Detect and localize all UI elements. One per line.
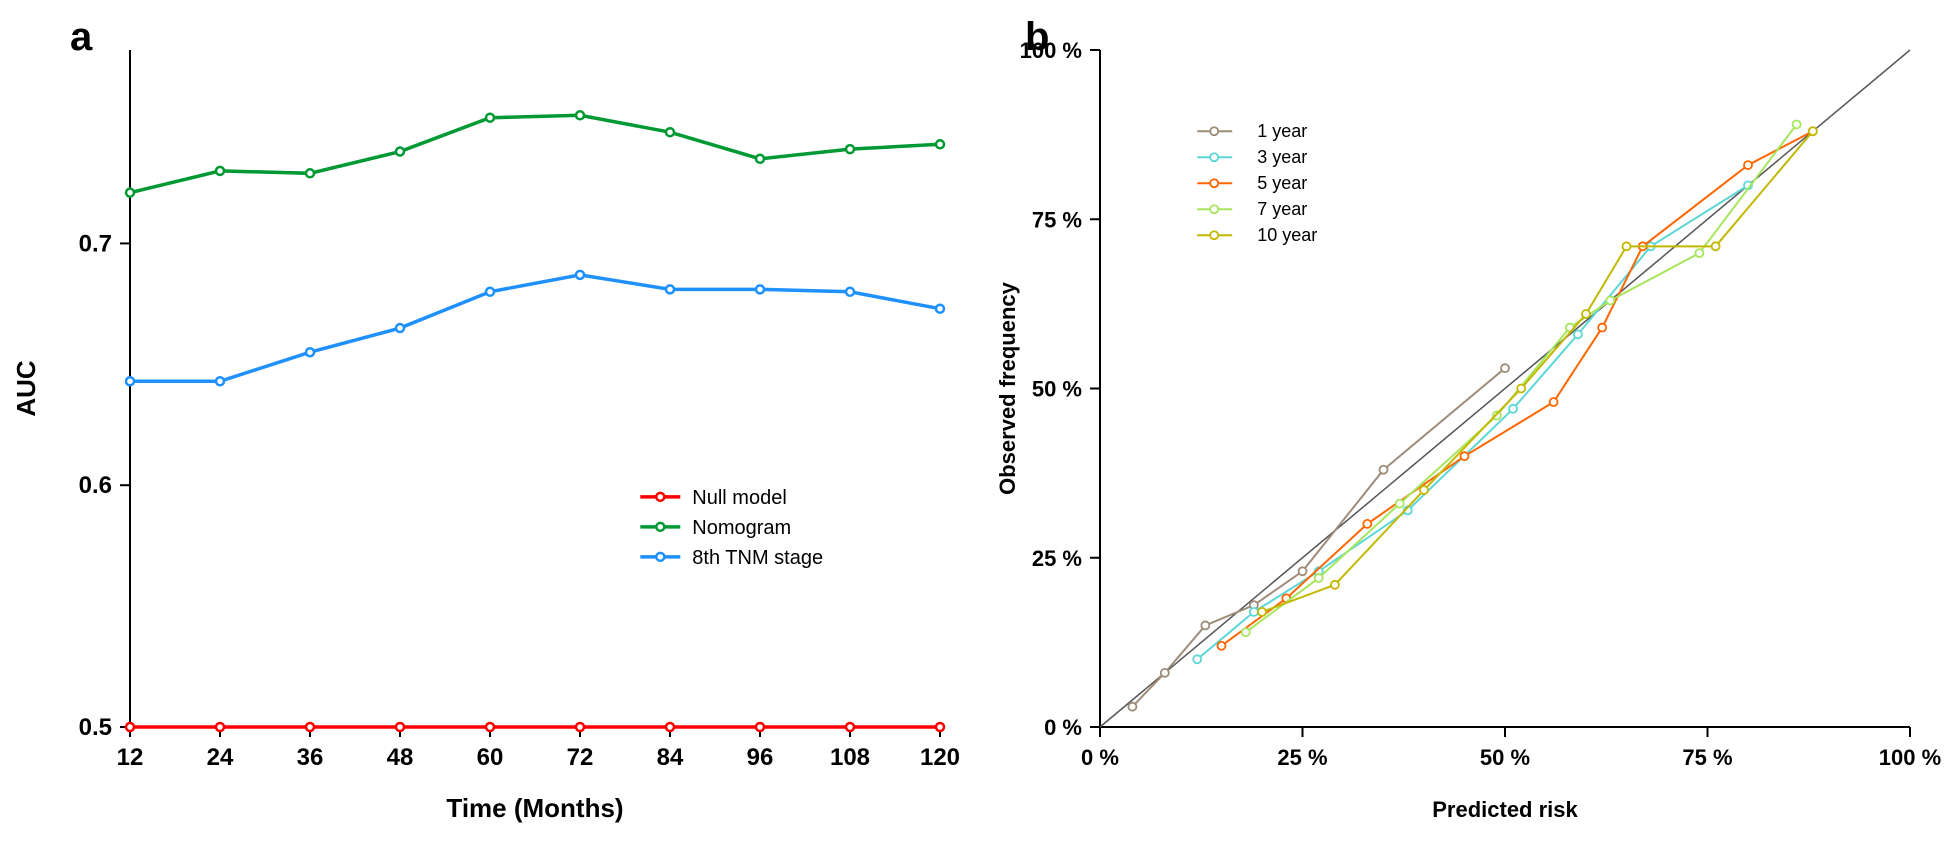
svg-text:24: 24 [207,744,234,771]
svg-text:a: a [70,15,93,59]
svg-text:7 year: 7 year [1257,199,1307,219]
svg-text:12: 12 [117,744,144,771]
svg-text:48: 48 [387,744,414,771]
svg-text:10 year: 10 year [1257,225,1317,245]
svg-text:72: 72 [567,744,594,771]
svg-text:Time (Months): Time (Months) [446,793,623,823]
svg-text:84: 84 [657,744,684,771]
svg-text:100 %: 100 % [1879,745,1941,770]
svg-text:Nomogram: Nomogram [692,517,791,539]
svg-text:50 %: 50 % [1480,745,1530,770]
svg-text:0.7: 0.7 [79,230,112,257]
panel-b: 0 %25 %50 %75 %100 %0 %25 %50 %75 %100 %… [980,0,1960,847]
svg-text:36: 36 [297,744,324,771]
svg-text:108: 108 [830,744,870,771]
svg-text:120: 120 [920,744,960,771]
figure-container: 12 24 36 48 60 72 84 96 108 120 0.5 0.6 0.7 Time (Mon… [0,0,1960,847]
svg-text:96: 96 [747,744,774,771]
chart-b-svg: 0 %25 %50 %75 %100 %0 %25 %50 %75 %100 %… [980,0,1960,847]
svg-text:b: b [1025,15,1049,59]
svg-text:0 %: 0 % [1081,745,1119,770]
svg-text:3 year: 3 year [1257,147,1307,167]
svg-text:5 year: 5 year [1257,173,1307,193]
svg-text:60: 60 [477,744,504,771]
svg-text:0.5: 0.5 [79,714,112,741]
svg-text:25 %: 25 % [1032,546,1082,571]
svg-text:0 %: 0 % [1044,715,1082,740]
svg-text:Null model: Null model [692,487,786,509]
svg-text:8th TNM stage: 8th TNM stage [692,547,823,569]
svg-text:75 %: 75 % [1032,207,1082,232]
svg-text:Observed frequency: Observed frequency [995,281,1020,495]
svg-text:25 %: 25 % [1277,745,1327,770]
svg-text:AUC: AUC [11,360,41,417]
panel-a: 12 24 36 48 60 72 84 96 108 120 0.5 0.6 0.7 Time (Mon… [0,0,980,847]
svg-text:0.6: 0.6 [79,472,112,499]
svg-text:1 year: 1 year [1257,121,1307,141]
chart-a-svg: 12 24 36 48 60 72 84 96 108 120 0.5 0.6 0.7 Time (Mon… [0,0,980,847]
svg-text:75 %: 75 % [1682,745,1732,770]
svg-text:50 %: 50 % [1032,377,1082,402]
svg-text:Predicted risk: Predicted risk [1432,797,1578,822]
